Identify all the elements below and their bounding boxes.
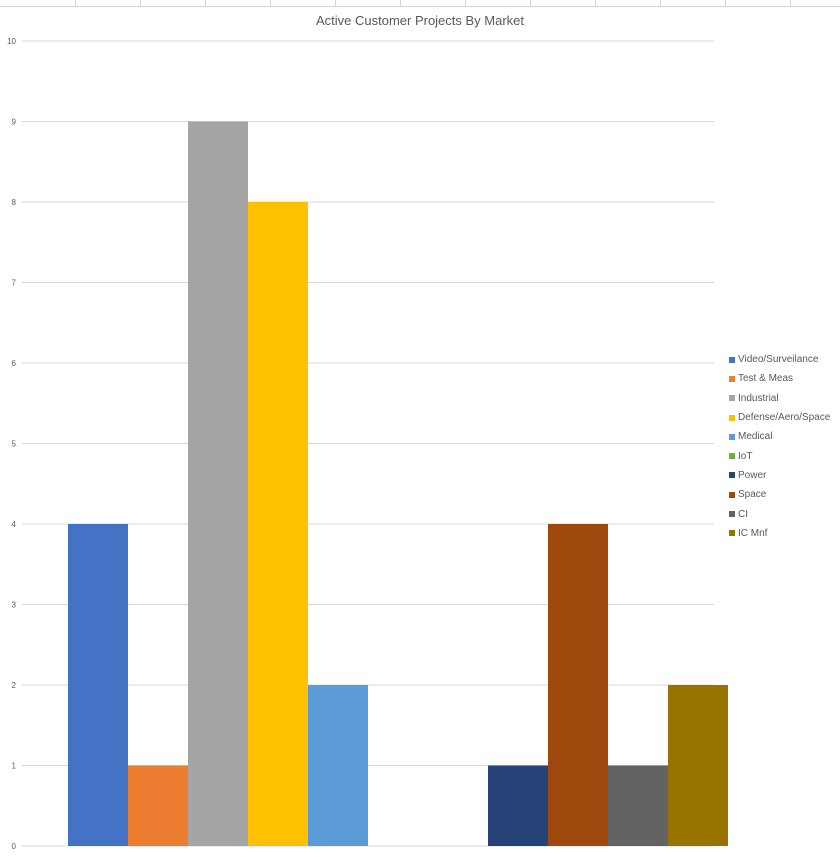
spreadsheet-column-line bbox=[595, 0, 596, 6]
y-tick-label: 4 bbox=[12, 520, 17, 529]
bar-defense-aero-space bbox=[248, 202, 308, 846]
legend-swatch bbox=[729, 491, 735, 498]
spreadsheet-column-line bbox=[530, 0, 531, 6]
y-tick-label: 10 bbox=[7, 37, 16, 46]
legend-label: Industrial bbox=[738, 392, 779, 404]
y-tick-label: 9 bbox=[12, 118, 17, 127]
legend-label: Space bbox=[738, 489, 767, 501]
bar-test-meas bbox=[128, 765, 188, 846]
chart-legend: Video/Surveilance Test & Meas Industrial De… bbox=[729, 350, 830, 543]
legend-item: Power bbox=[729, 466, 830, 485]
legend-label: Test & Meas bbox=[738, 373, 794, 385]
legend-swatch bbox=[729, 433, 735, 440]
legend-item: Defense/Aero/Space bbox=[729, 408, 830, 427]
spreadsheet-column-line bbox=[725, 0, 726, 6]
bar-video-surveilance bbox=[68, 524, 128, 846]
bar-ci bbox=[608, 765, 668, 846]
legend-label: Medical bbox=[738, 431, 773, 443]
bar-power bbox=[488, 765, 548, 846]
legend-item: IC Mnf bbox=[729, 524, 830, 543]
spreadsheet-column-line bbox=[270, 0, 271, 6]
legend-swatch bbox=[729, 356, 735, 363]
spreadsheet-column-line bbox=[400, 0, 401, 6]
legend-item: Test & Meas bbox=[729, 369, 830, 388]
legend-item: IoT bbox=[729, 446, 830, 465]
y-tick-label: 5 bbox=[12, 440, 17, 449]
legend-item: Medical bbox=[729, 427, 830, 446]
legend-swatch bbox=[729, 395, 735, 402]
legend-label: CI bbox=[738, 508, 748, 520]
y-tick-label: 8 bbox=[12, 198, 17, 207]
spreadsheet-column-line bbox=[465, 0, 466, 6]
legend-swatch bbox=[729, 453, 735, 460]
legend-label: IC Mnf bbox=[738, 527, 768, 539]
y-tick-label: 7 bbox=[12, 279, 17, 288]
legend-item: Space bbox=[729, 485, 830, 504]
y-tick-label: 3 bbox=[12, 601, 17, 610]
legend-swatch bbox=[729, 414, 735, 421]
spreadsheet-column-line bbox=[660, 0, 661, 6]
spreadsheet-column-line bbox=[205, 0, 206, 6]
spreadsheet-column-line bbox=[140, 0, 141, 6]
spreadsheet-column-line bbox=[335, 0, 336, 6]
legend-item: Video/Surveilance bbox=[729, 350, 830, 369]
legend-item: Industrial bbox=[729, 389, 830, 408]
chart-title: Active Customer Projects By Market bbox=[315, 13, 525, 28]
spreadsheet-grid-edge bbox=[0, 0, 840, 7]
legend-swatch bbox=[729, 375, 735, 382]
bar-space bbox=[548, 524, 608, 846]
legend-label: Defense/Aero/Space bbox=[738, 412, 831, 424]
legend-label: IoT bbox=[738, 450, 753, 462]
bar-medical bbox=[308, 685, 368, 846]
y-tick-label: 6 bbox=[12, 359, 17, 368]
legend-item: CI bbox=[729, 504, 830, 523]
legend-swatch bbox=[729, 472, 735, 479]
legend-swatch bbox=[729, 530, 735, 537]
spreadsheet-column-line bbox=[75, 0, 76, 6]
legend-swatch bbox=[729, 511, 735, 518]
legend-label: Video/Surveilance bbox=[738, 354, 819, 366]
bar-industrial bbox=[188, 121, 248, 846]
spreadsheet-column-line bbox=[790, 0, 791, 6]
y-tick-label: 1 bbox=[12, 762, 17, 771]
y-tick-label: 2 bbox=[12, 681, 17, 690]
y-tick-label: 0 bbox=[12, 842, 17, 851]
bar-ic-mnf bbox=[668, 685, 728, 846]
legend-label: Power bbox=[738, 469, 767, 481]
